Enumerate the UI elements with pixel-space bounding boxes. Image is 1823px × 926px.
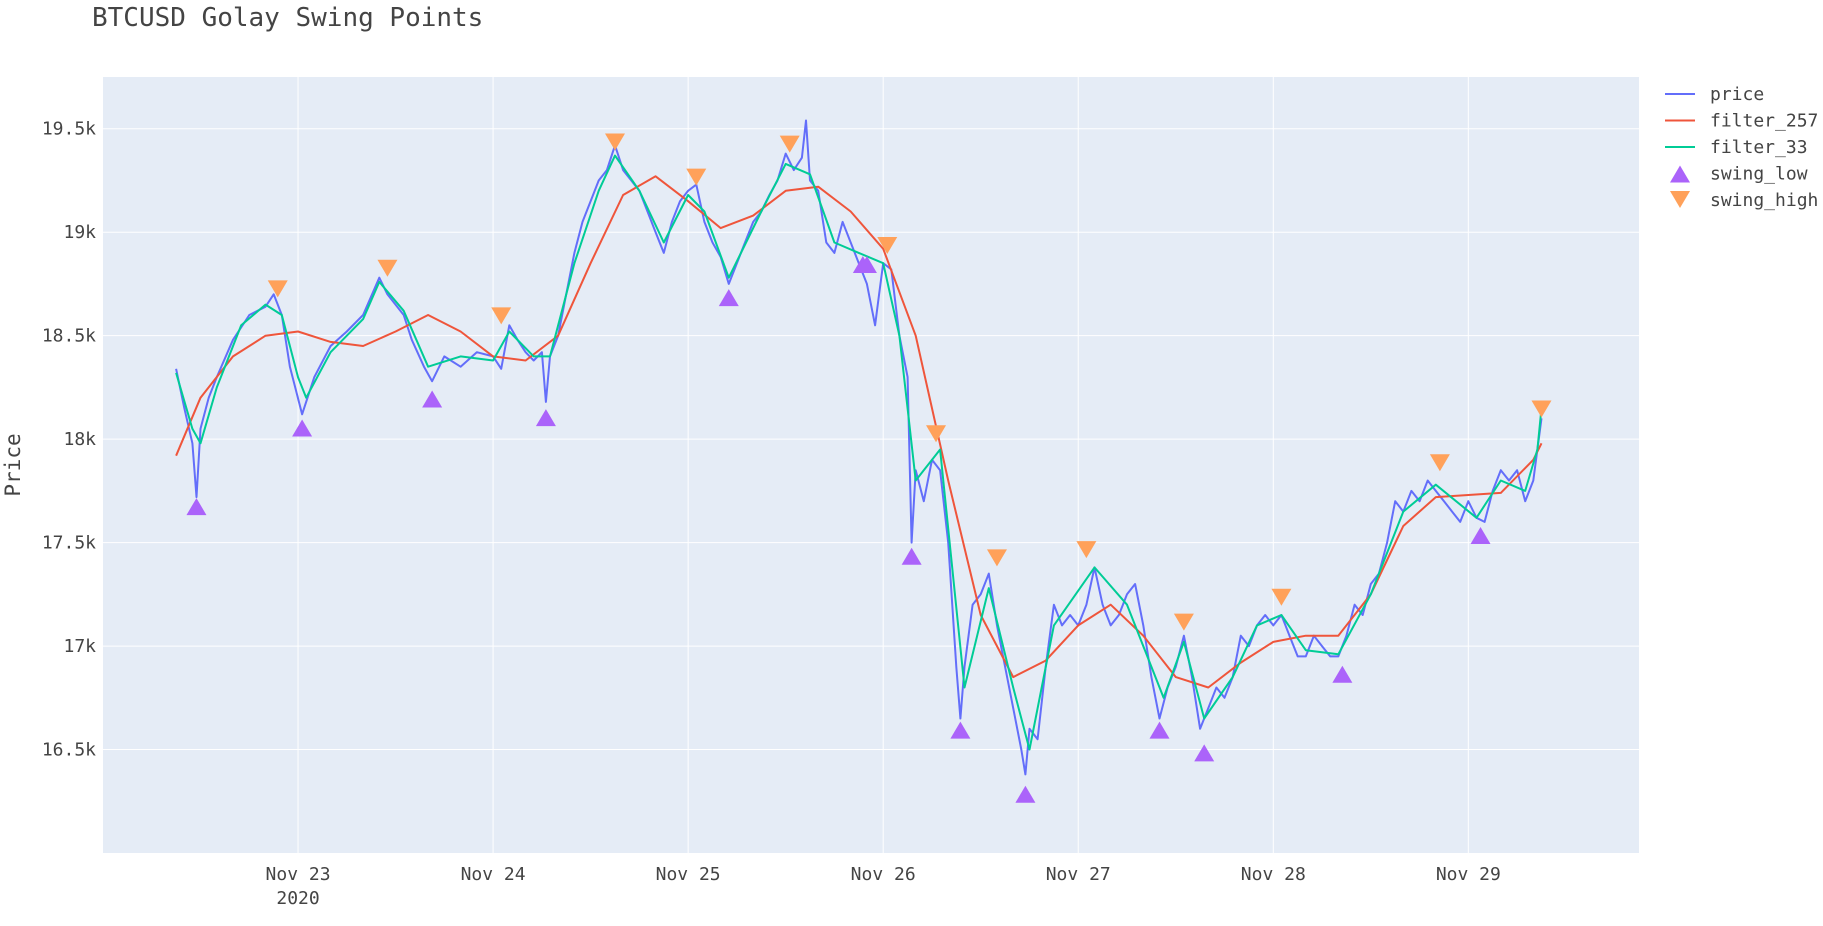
swing_high-marker bbox=[1531, 400, 1552, 418]
swing_high-marker bbox=[267, 280, 288, 298]
swing_low-marker bbox=[1470, 527, 1491, 545]
legend-label-filter_257: filter_257 bbox=[1710, 111, 1818, 132]
swing_low-marker bbox=[1332, 665, 1353, 683]
series-line-filter_33 bbox=[175, 154, 1543, 751]
gridlines bbox=[103, 77, 1639, 853]
swing_high-marker bbox=[1429, 454, 1450, 472]
y-axis: 16.5k 17k 17.5k 18k 18.5k 19k 19.5k bbox=[42, 119, 96, 761]
swing_low-marker bbox=[901, 547, 922, 565]
swing_high-marker bbox=[877, 236, 898, 254]
swing_low-marker bbox=[1194, 744, 1215, 762]
x-tick-label: Nov 28 bbox=[1241, 864, 1306, 885]
swing_high-marker bbox=[1173, 613, 1194, 631]
swing_low-marker bbox=[535, 409, 556, 427]
legend-label-swing_high: swing_high bbox=[1710, 190, 1818, 211]
x-tick-label: Nov 24 bbox=[461, 864, 526, 885]
swing_high-marker bbox=[491, 307, 512, 325]
legend-label-swing_low: swing_low bbox=[1710, 164, 1808, 185]
legend-swatch-swing_low bbox=[1670, 165, 1690, 183]
y-tick-label: 16.5k bbox=[42, 740, 96, 761]
x-tick-label: Nov 23 bbox=[266, 864, 331, 885]
swing_high-marker bbox=[377, 259, 398, 277]
y-tick-label: 17k bbox=[63, 636, 96, 657]
legend-swatch-swing_high bbox=[1670, 191, 1690, 208]
x-tick-label: Nov 29 bbox=[1436, 864, 1501, 885]
swing_low-marker bbox=[950, 721, 971, 739]
x-tick-sublabel: 2020 bbox=[276, 888, 319, 909]
swing_high-marker bbox=[605, 133, 625, 151]
y-tick-label: 18k bbox=[63, 429, 96, 450]
y-axis-title: Price bbox=[1, 433, 25, 496]
series-filter_257 bbox=[175, 175, 1543, 689]
swing_low-marker bbox=[1149, 721, 1170, 739]
series-line-filter_257 bbox=[175, 175, 1543, 689]
legend-label-filter_33: filter_33 bbox=[1710, 137, 1808, 158]
y-tick-label: 18.5k bbox=[42, 326, 96, 347]
swing_high-marker bbox=[1271, 588, 1292, 606]
series-swing_low bbox=[186, 255, 1491, 803]
series-filter_33 bbox=[175, 154, 1543, 751]
x-tick-label: Nov 26 bbox=[851, 864, 916, 885]
swing_low-marker bbox=[718, 289, 739, 307]
series-swing_high bbox=[267, 133, 1552, 631]
legend-label-price: price bbox=[1710, 84, 1764, 105]
y-tick-label: 19k bbox=[63, 222, 96, 243]
legend[interactable]: price filter_257 filter_33 swing_low swing_h… bbox=[1665, 84, 1818, 211]
swing_high-marker bbox=[1076, 541, 1097, 559]
chart-title: BTCUSD Golay Swing Points bbox=[92, 3, 483, 33]
series-group bbox=[175, 119, 1552, 803]
plot-area[interactable] bbox=[103, 77, 1639, 853]
x-axis: Nov 23 2020 Nov 24 Nov 25 Nov 26 Nov 27 Nov 28… bbox=[266, 864, 1501, 909]
swing_high-marker bbox=[779, 135, 800, 153]
swing_low-marker bbox=[1015, 785, 1036, 803]
y-tick-label: 17.5k bbox=[42, 533, 96, 554]
swing_low-marker bbox=[186, 498, 207, 516]
swing_low-marker bbox=[422, 390, 443, 408]
y-tick-label: 19.5k bbox=[42, 119, 96, 140]
swing_high-marker bbox=[986, 549, 1007, 567]
x-tick-label: Nov 25 bbox=[656, 864, 721, 885]
swing_high-marker bbox=[686, 168, 707, 186]
x-tick-label: Nov 27 bbox=[1046, 864, 1111, 885]
swing_high-marker bbox=[926, 425, 947, 443]
swing_low-marker bbox=[852, 255, 873, 273]
swing_low-marker bbox=[292, 419, 313, 437]
